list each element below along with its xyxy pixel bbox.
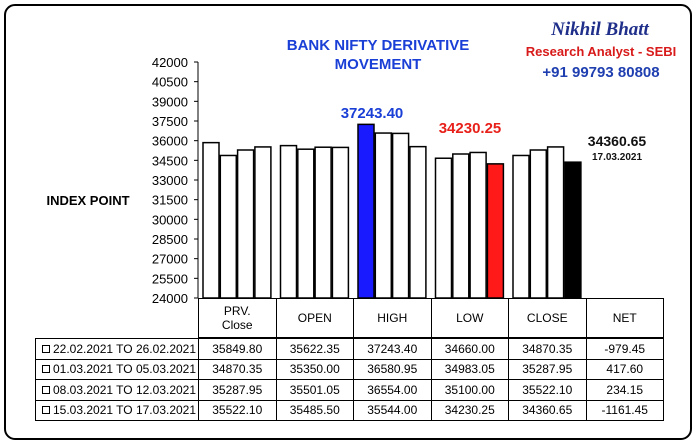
table-cell: -979.45 bbox=[585, 338, 664, 360]
y-tick-label: 39000 bbox=[152, 94, 188, 109]
bar bbox=[331, 146, 350, 299]
chart-title: BANK NIFTY DERIVATIVE MOVEMENT bbox=[287, 37, 470, 73]
annotation: 37243.40 bbox=[341, 105, 404, 122]
table-cell: 37243.40 bbox=[353, 338, 432, 360]
y-tick-label: 25500 bbox=[152, 271, 188, 286]
y-tick-label: 40500 bbox=[152, 75, 188, 90]
table-cell: 35100.00 bbox=[430, 379, 509, 401]
brand-role: Research Analyst - SEBI bbox=[526, 44, 677, 59]
bar bbox=[236, 149, 255, 299]
table-cell: 35849.80 bbox=[198, 338, 277, 360]
column-header: LOW bbox=[430, 298, 509, 338]
annotation: 17.03.2021 bbox=[592, 152, 642, 163]
legend-label: 01.03.2021 TO 05.03.2021 bbox=[53, 362, 197, 377]
legend-swatch bbox=[42, 385, 50, 394]
bar bbox=[469, 151, 487, 299]
column-header: HIGH bbox=[353, 298, 432, 338]
bar bbox=[564, 161, 582, 299]
bar bbox=[297, 148, 315, 299]
table-cell: 35501.05 bbox=[275, 379, 354, 401]
y-tick-label: 30000 bbox=[152, 212, 188, 227]
table-cell: 34870.35 bbox=[198, 358, 277, 380]
column-header: PRV. Close bbox=[198, 298, 277, 338]
brand-phone: +91 99793 80808 bbox=[542, 64, 659, 81]
table-cell: 34983.05 bbox=[430, 358, 509, 380]
bar bbox=[202, 141, 220, 299]
bar bbox=[409, 145, 427, 299]
bar bbox=[391, 132, 410, 299]
column-header: OPEN bbox=[275, 298, 354, 338]
y-tick-label: 24000 bbox=[152, 291, 188, 306]
row-label: 08.03.2021 TO 12.03.2021 bbox=[35, 379, 199, 401]
table-cell: 35522.10 bbox=[198, 399, 277, 421]
bar bbox=[434, 157, 453, 299]
table-cell: 34230.25 bbox=[430, 399, 509, 421]
legend-swatch bbox=[42, 344, 50, 353]
table-cell: 417.60 bbox=[585, 358, 664, 380]
legend-swatch bbox=[42, 365, 50, 374]
table-cell: 234.15 bbox=[585, 379, 664, 401]
bar bbox=[254, 146, 272, 299]
legend-label: 15.03.2021 TO 17.03.2021 bbox=[53, 403, 197, 418]
legend-label: 08.03.2021 TO 12.03.2021 bbox=[53, 382, 197, 397]
column-header: CLOSE bbox=[508, 298, 587, 338]
row-label: 01.03.2021 TO 05.03.2021 bbox=[35, 358, 199, 380]
bar bbox=[219, 154, 238, 299]
table-cell: 34870.35 bbox=[508, 338, 587, 360]
table-cell: 35350.00 bbox=[275, 358, 354, 380]
y-tick-label: 27000 bbox=[152, 252, 188, 267]
bar bbox=[512, 154, 530, 299]
y-tick-label: 34500 bbox=[152, 153, 188, 168]
table-cell: 35485.50 bbox=[275, 399, 354, 421]
table-cell: 34660.00 bbox=[430, 338, 509, 360]
table-cell: 35544.00 bbox=[353, 399, 432, 421]
annotation: 34230.25 bbox=[439, 120, 502, 137]
bar bbox=[374, 132, 393, 299]
y-tick-label: 33000 bbox=[152, 173, 188, 188]
table-cell: 36554.00 bbox=[353, 379, 432, 401]
y-tick-label: 36000 bbox=[152, 134, 188, 149]
brand-name: Nikhil Bhatt bbox=[550, 19, 649, 40]
bar bbox=[357, 123, 375, 299]
frame bbox=[4, 4, 692, 440]
table-cell: 35522.10 bbox=[508, 379, 587, 401]
bar bbox=[486, 163, 505, 299]
bar bbox=[314, 146, 332, 299]
table-cell: 36580.95 bbox=[353, 358, 432, 380]
y-tick-label: 42000 bbox=[152, 55, 188, 70]
table-cell: 34360.65 bbox=[508, 399, 587, 421]
table-cell: -1161.45 bbox=[585, 399, 664, 421]
y-tick-label: 31500 bbox=[152, 193, 188, 208]
column-header: NET bbox=[585, 298, 664, 338]
table-cell: 35287.95 bbox=[508, 358, 587, 380]
bar bbox=[529, 149, 548, 299]
y-tick-label: 28500 bbox=[152, 232, 188, 247]
y-tick-label: 37500 bbox=[152, 114, 188, 129]
table-cell: 35287.95 bbox=[198, 379, 277, 401]
row-label: 15.03.2021 TO 17.03.2021 bbox=[35, 399, 199, 421]
table-cell: 35622.35 bbox=[275, 338, 354, 360]
legend-label: 22.02.2021 TO 26.02.2021 bbox=[53, 341, 197, 356]
bar bbox=[452, 153, 470, 299]
row-label: 22.02.2021 TO 26.02.2021 bbox=[35, 338, 199, 360]
y-axis-label: INDEX POINT bbox=[46, 193, 129, 208]
bar bbox=[279, 144, 298, 299]
bar bbox=[546, 146, 565, 299]
legend-swatch bbox=[42, 406, 50, 415]
annotation: 34360.65 bbox=[588, 133, 647, 149]
